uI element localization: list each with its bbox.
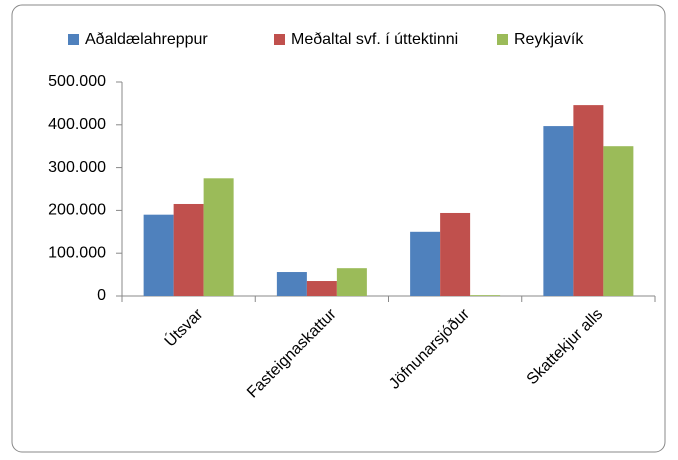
- y-tick-label: 400.000: [48, 116, 106, 133]
- legend-label: Meðaltal svf. í úttektinni: [291, 31, 458, 48]
- y-tick-label: 500.000: [48, 73, 106, 90]
- legend-swatch: [497, 34, 508, 45]
- bar: [203, 178, 234, 296]
- bar: [440, 212, 471, 296]
- bar: [143, 214, 174, 296]
- bar: [573, 105, 604, 296]
- y-tick-label: 100.000: [48, 244, 106, 261]
- y-tick-label: 0: [97, 287, 106, 304]
- bar: [336, 268, 367, 296]
- bar: [410, 231, 441, 296]
- legend-swatch: [274, 34, 285, 45]
- y-tick-label: 200.000: [48, 202, 106, 219]
- bar: [306, 281, 337, 296]
- legend-label: Aðaldælahreppur: [85, 31, 208, 48]
- bar: [276, 272, 307, 296]
- bar: [603, 146, 634, 296]
- chart-border: [11, 4, 666, 453]
- legend-label: Reykjavík: [514, 31, 584, 48]
- y-tick-label: 300.000: [48, 159, 106, 176]
- bar: [173, 203, 204, 296]
- legend-swatch: [68, 34, 79, 45]
- bar: [470, 295, 501, 296]
- bar: [543, 126, 574, 296]
